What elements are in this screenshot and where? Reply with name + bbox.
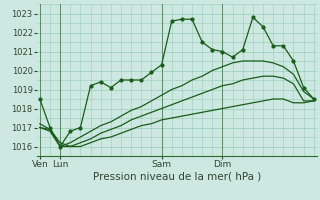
- X-axis label: Pression niveau de la mer( hPa ): Pression niveau de la mer( hPa ): [93, 172, 261, 182]
